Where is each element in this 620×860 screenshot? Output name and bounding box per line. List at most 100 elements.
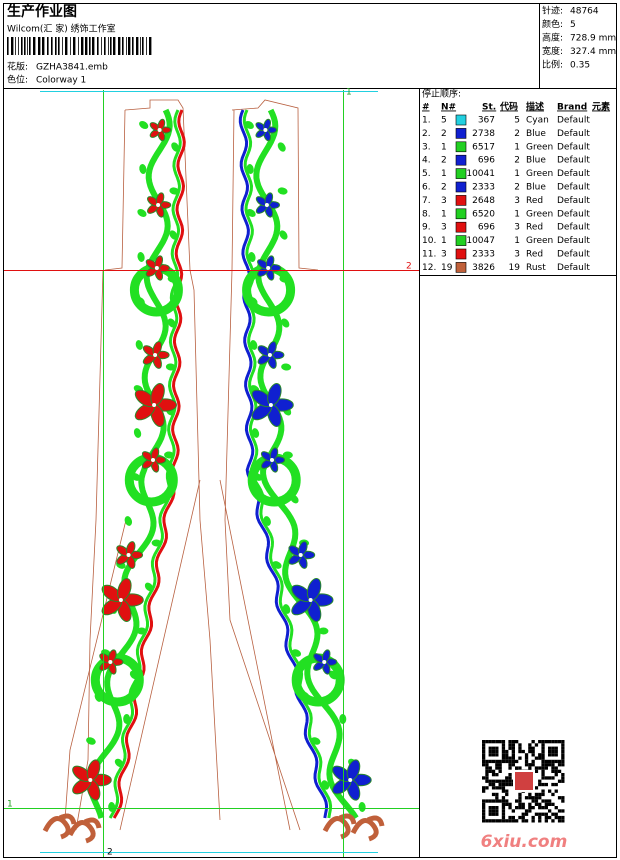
leaf [279, 230, 288, 240]
row-stitches: 2333 [472, 183, 495, 193]
qr-cell [515, 799, 519, 803]
qr-cell [521, 812, 525, 816]
qr-cell [531, 806, 535, 810]
qr-cell [538, 792, 542, 797]
qr-cell [518, 802, 522, 806]
qr-cell [498, 740, 502, 744]
qr-cell [505, 792, 509, 797]
qr-cell [508, 802, 512, 806]
row-brand: Default [557, 156, 590, 166]
qr-cell [521, 819, 525, 823]
row-stitches: 6517 [472, 142, 495, 152]
bar [65, 37, 68, 55]
qr-cell [534, 786, 539, 790]
qr-cell [551, 792, 555, 797]
qr-cell [544, 776, 548, 780]
qr-cell [501, 759, 506, 764]
qr-cell [488, 806, 492, 810]
qr-cell [482, 815, 486, 820]
bar [70, 37, 71, 55]
qr-cell [548, 759, 552, 764]
qr-cell [501, 749, 506, 754]
bar [108, 37, 109, 55]
column-header: N# [441, 103, 456, 113]
flower-center [108, 660, 113, 664]
qr-cell [534, 769, 539, 773]
qr-cell [515, 766, 519, 770]
row-code: 3 [514, 250, 520, 260]
qr-cell [561, 740, 565, 744]
flower-center [298, 553, 303, 557]
bar [104, 37, 106, 55]
qr-cell [557, 763, 562, 767]
company: Wilcom(汇 家) 绣饰工作室 [7, 23, 116, 35]
row-brand: Default [557, 196, 590, 206]
qr-cell [491, 759, 496, 764]
qr-cell [538, 779, 542, 783]
qr-cell [541, 812, 545, 816]
qr-cell [557, 769, 562, 773]
row-desc: Red [526, 223, 543, 233]
qr-cell [541, 766, 545, 770]
qr-cell [508, 763, 512, 767]
leaf [263, 516, 271, 526]
qr-cell [501, 812, 506, 816]
qr-cell [482, 799, 486, 803]
row-code: 5 [514, 116, 520, 126]
row-num: 9. [422, 223, 431, 233]
swatch [455, 208, 467, 220]
row-stitches: 367 [478, 116, 495, 126]
qr-cell [548, 802, 552, 806]
qr-cell [495, 812, 499, 816]
row-n: 1 [441, 169, 447, 179]
row-brand: Default [557, 116, 590, 126]
qr-cell [521, 749, 525, 754]
row-desc: Cyan [526, 116, 549, 126]
qr-cell [534, 766, 539, 770]
qr-cell [495, 753, 499, 757]
stat-label: 宽度: [542, 45, 563, 57]
qr-cell [551, 819, 555, 823]
leaf [129, 670, 139, 680]
qr-cell [561, 796, 565, 800]
bar [89, 37, 91, 55]
row-n: 2 [441, 129, 447, 139]
flower-center [266, 266, 271, 270]
qr-cell [511, 819, 515, 823]
leaf [277, 142, 286, 152]
qr-cell [528, 763, 532, 767]
qr-cell [505, 753, 509, 757]
qr-cell [501, 746, 506, 750]
qr-cell [491, 809, 496, 813]
row-num: 10. [422, 236, 436, 246]
leaf [136, 627, 147, 635]
qr-cell [488, 769, 492, 773]
swatch [455, 141, 467, 153]
barcode [7, 37, 152, 55]
qr-cell [551, 763, 555, 767]
qr-cell [561, 799, 565, 803]
flower-center [264, 203, 269, 207]
qr-cell [488, 812, 492, 816]
qr-cell [501, 740, 506, 744]
swatch [455, 114, 467, 126]
qr-cell [531, 746, 535, 750]
qr-cell [561, 819, 565, 823]
stat-label: 高度: [542, 32, 563, 44]
flower-center [308, 598, 313, 602]
swatch [455, 235, 467, 246]
qr-cell [551, 769, 555, 773]
qr-cell [482, 802, 486, 806]
qr-cell [508, 776, 512, 780]
qr-cell [561, 763, 565, 767]
qr-cell [541, 756, 545, 760]
row-brand: Default [557, 169, 590, 179]
qr-cell [491, 792, 496, 797]
qr-cell [498, 819, 502, 823]
qr-cell [538, 815, 542, 820]
qr-cell [561, 746, 565, 750]
qr-cell [521, 806, 525, 810]
qr-cell [488, 779, 492, 783]
qr-cell [491, 779, 496, 783]
qr-cell [505, 776, 509, 780]
